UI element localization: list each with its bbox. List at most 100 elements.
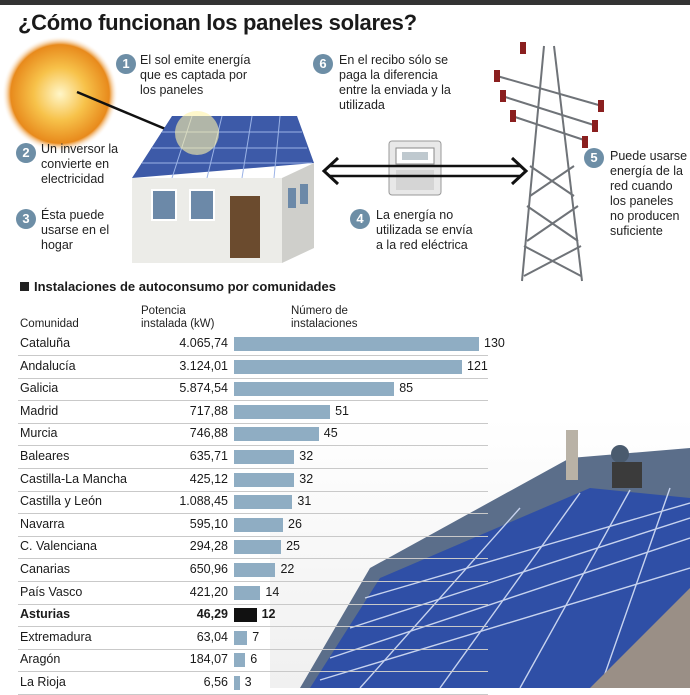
step-1-text: El sol emite energía que es captada por lo… [140, 53, 251, 97]
table-row: Canarias 650,96 22 [18, 559, 488, 582]
installed-power-value: 4.065,74 [179, 336, 228, 350]
step-3-text: Ésta puede usarse en el hogar [41, 208, 110, 252]
installations-bar [234, 563, 276, 577]
installed-power-value: 421,20 [189, 584, 228, 599]
community-name: Baleares [20, 449, 70, 463]
community-name: Canarias [20, 562, 71, 576]
step-2-text: Un inversor la convierte en electricidad [41, 142, 119, 186]
table-row: Baleares 635,71 32 [18, 446, 488, 469]
top-rule [0, 0, 690, 5]
section-title: Instalaciones de autoconsumo por comunid… [20, 279, 336, 294]
step-1-badge: 1 [116, 54, 136, 74]
installations-count-label: 26 [288, 516, 302, 531]
house-illustration [132, 111, 314, 263]
installed-power-value: 63,04 [196, 629, 228, 644]
step-4-text: La energía no utilizada se envía a la red … [376, 208, 473, 252]
installations-count-label: 3 [244, 675, 252, 689]
community-name: Madrid [20, 403, 59, 418]
community-name: Murcia [20, 426, 58, 441]
installations-count-label: 45 [323, 426, 338, 441]
installations-count-label: 85 [399, 381, 414, 396]
installed-power-value: 595,10 [189, 516, 228, 531]
installations-bar [234, 450, 295, 464]
community-name: Castilla y León [20, 494, 102, 509]
community-name: La Rioja [20, 675, 66, 689]
installations-count-label: 51 [335, 403, 350, 418]
table-row: C. Valenciana 294,28 25 [18, 536, 488, 560]
column-header-community: Comunidad [20, 318, 79, 330]
table-row: Galicia 5.874,54 85 [18, 378, 488, 402]
double-arrow [321, 156, 529, 186]
community-name: País Vasco [20, 584, 83, 599]
electric-pylon-icon [494, 42, 604, 282]
installations-count-label: 25 [286, 539, 301, 554]
step-6-badge: 6 [313, 54, 333, 74]
installed-power-value: 6,56 [203, 675, 228, 689]
page-title: ¿Cómo funcionan los paneles solares? [18, 10, 417, 35]
installed-power-value: 3.124,01 [179, 358, 228, 373]
installations-bar [234, 495, 293, 510]
installations-bar [234, 676, 240, 690]
community-name: Extremadura [20, 629, 92, 644]
installations-count-label: 32 [299, 471, 314, 486]
installations-bar [234, 472, 295, 487]
community-name: Castilla-La Mancha [20, 471, 127, 486]
installed-power-value: 425,12 [189, 471, 228, 486]
table-row: Navarra 595,10 26 [18, 514, 488, 537]
installations-bar [234, 585, 261, 600]
installations-bar [234, 630, 248, 645]
installations-count-label: 130 [484, 336, 505, 350]
column-header-installations: Número de instalaciones [291, 305, 358, 330]
meter-icon [388, 140, 442, 196]
installed-power-value: 1.088,45 [179, 494, 228, 509]
installations-count-label: 31 [297, 494, 312, 509]
installations-count-label: 14 [265, 584, 280, 599]
table-row: Aragón 184,07 6 [18, 649, 488, 673]
table-row: Andalucía 3.124,01 121 [18, 356, 488, 379]
table-row: Cataluña 4.065,74 130 [18, 333, 505, 356]
installed-power-value: 46,29 [196, 607, 228, 622]
installations-count-label: 12 [261, 607, 276, 622]
installations-bar [234, 540, 282, 555]
step-4-badge: 4 [350, 209, 370, 229]
installations-count-label: 32 [299, 449, 314, 463]
installed-power-value: 184,07 [189, 652, 228, 667]
step-2-badge: 2 [16, 143, 36, 163]
table-row: Murcia 746,88 45 [18, 423, 488, 447]
step-5-text: Puede usarse energía de la red cuando los … [610, 149, 688, 238]
installations-bar [234, 382, 395, 397]
step-3-badge: 3 [16, 209, 36, 229]
table-row: País Vasco 421,20 14 [18, 582, 488, 605]
installed-power-value: 717,88 [189, 403, 228, 418]
installed-power-value: 650,96 [189, 562, 228, 576]
column-header-power: Potencia instalada (kW) [141, 305, 215, 330]
table-row: Castilla-La Mancha 425,12 32 [18, 469, 488, 492]
step-5-badge: 5 [584, 148, 604, 168]
installations-bar [234, 359, 463, 374]
sun-icon [2, 36, 118, 152]
solar-roof-photo [270, 418, 690, 688]
installed-power-value: 5.874,54 [179, 381, 228, 396]
installations-bar [234, 653, 246, 668]
installed-power-value: 294,28 [189, 539, 228, 554]
installations-bar [234, 337, 479, 351]
installed-power-value: 635,71 [189, 449, 228, 463]
installations-bar [234, 517, 283, 532]
table-row: Castilla y León 1.088,45 31 [18, 491, 488, 515]
table-row: Asturias 46,29 12 [18, 604, 488, 628]
installations-count-label: 6 [250, 652, 258, 667]
installations-bar [234, 427, 319, 442]
community-name: Cataluña [20, 336, 71, 350]
community-name: Asturias [20, 607, 71, 622]
table-row: Extremadura 63,04 7 [18, 627, 488, 650]
community-name: Galicia [20, 381, 59, 396]
installations-bar [234, 404, 331, 419]
table-row: La Rioja 6,56 3 [18, 672, 488, 695]
community-name: Andalucía [20, 358, 76, 373]
installations-count-label: 7 [252, 629, 260, 644]
community-name: C. Valenciana [20, 539, 97, 554]
community-name: Navarra [20, 516, 65, 531]
installations-bar [234, 608, 257, 623]
community-name: Aragón [20, 652, 61, 667]
installations-count-label: 22 [280, 562, 295, 576]
